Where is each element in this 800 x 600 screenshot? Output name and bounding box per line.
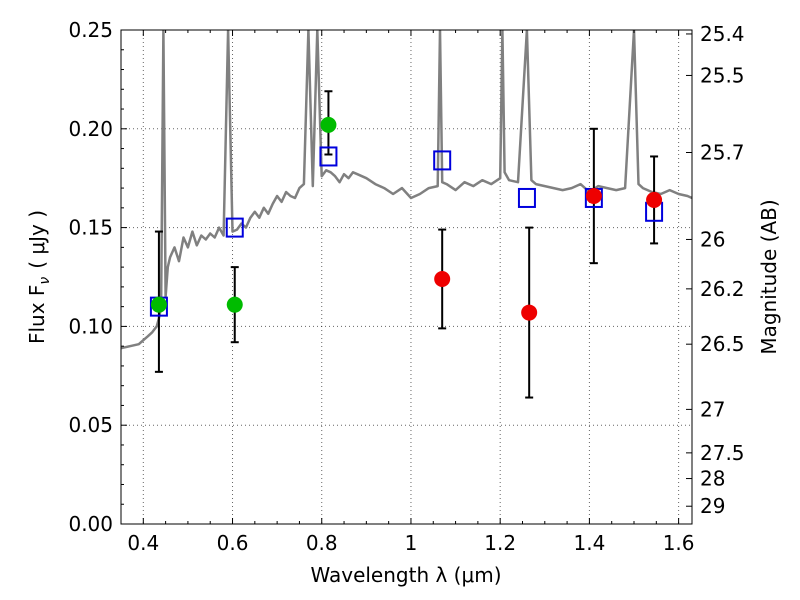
green-data-point <box>226 296 243 313</box>
y-tick-label: 0.00 <box>68 512 113 536</box>
right-axis-tick-label: 28 <box>700 467 725 491</box>
right-axis-tick-label: 25.4 <box>700 22 745 46</box>
y-axis-label: Flux Fν ( μJy ) <box>25 210 53 344</box>
plot-area <box>121 30 692 399</box>
right-axis-tick-label: 29 <box>700 494 725 518</box>
axis-ticks: 0.4 0.6 0.8 1 1.2 1.4 1.6 0.00 0.05 0.10 0.15 0.20 0… <box>68 18 744 555</box>
right-axis-tick-label: 26 <box>700 227 725 251</box>
y-tick-label: 0.10 <box>68 314 113 338</box>
plot-frame <box>120 29 693 525</box>
red-data-point <box>585 187 602 204</box>
model-square-point <box>517 187 536 208</box>
y-axis-label-subscript: ν <box>37 277 53 285</box>
spectrum-line <box>121 30 692 350</box>
right-axis-tick-label: 25.5 <box>700 63 745 87</box>
right-axis-tick-label: 27.5 <box>700 441 745 465</box>
y-tick-label: 0.25 <box>68 18 113 42</box>
right-axis-label: Magnitude (AB) <box>757 199 781 354</box>
model-square-point <box>433 150 452 171</box>
y-axis-label-text: Flux F <box>25 285 49 344</box>
green-data-point <box>150 296 167 313</box>
x-tick-label: 1.6 <box>663 531 695 555</box>
right-axis-tick-label: 26.5 <box>700 332 745 356</box>
red-data-point <box>521 304 538 321</box>
model-square-point <box>225 217 244 238</box>
x-axis-label: Wavelength λ (μm) <box>310 563 501 587</box>
y-axis-label-unit: ( μJy ) <box>25 210 49 269</box>
red-data-point <box>434 270 451 287</box>
right-axis-tick-label: 25.7 <box>700 141 745 165</box>
y-tick-label: 0.20 <box>68 117 113 141</box>
y-tick-label: 0.05 <box>68 413 113 437</box>
red-data-point <box>646 191 663 208</box>
x-tick-label: 1.4 <box>573 531 605 555</box>
x-tick-label: 0.6 <box>217 531 249 555</box>
grid-lines <box>121 29 692 525</box>
x-tick-label: 0.4 <box>127 531 159 555</box>
y-tick-label: 0.15 <box>68 216 113 240</box>
right-axis-tick-label: 26.2 <box>700 277 745 301</box>
right-axis-tick-label: 27 <box>700 397 725 421</box>
x-tick-label: 1 <box>405 531 418 555</box>
x-tick-label: 0.8 <box>306 531 338 555</box>
green-data-point <box>320 116 337 133</box>
x-tick-label: 1.2 <box>484 531 516 555</box>
model-square-point <box>319 146 338 167</box>
